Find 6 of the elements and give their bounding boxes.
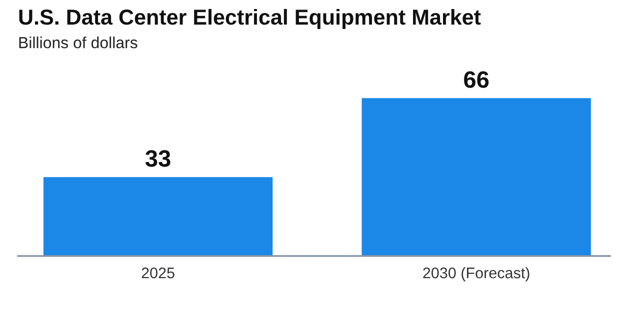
data-label: 33 — [145, 150, 170, 167]
x-tick-label: 2025 — [142, 268, 174, 278]
x-tick-label: 2030 (Forecast) — [423, 267, 530, 282]
chart-title: U.S. Data Center Electrical Equipment Market — [19, 8, 481, 30]
chart-subtitle: Billions of dollars — [19, 36, 138, 48]
data-label: 66 — [464, 71, 489, 88]
